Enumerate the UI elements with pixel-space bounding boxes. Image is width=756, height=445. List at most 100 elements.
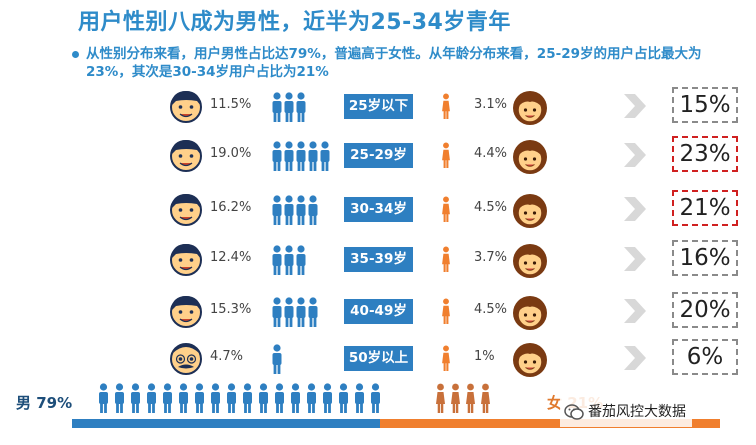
female-face-icon bbox=[511, 137, 549, 175]
page-title: 用户性别八成为男性，近半为25-34岁青年 bbox=[78, 10, 511, 35]
age-label: 25-29岁 bbox=[344, 143, 413, 168]
male-person-icon bbox=[284, 245, 294, 275]
male-person-icon bbox=[272, 245, 282, 275]
male-person-icon bbox=[323, 383, 332, 413]
female-person-icon bbox=[442, 246, 450, 272]
male-face-icon bbox=[168, 137, 204, 173]
female-percent: 4.5% bbox=[474, 200, 508, 215]
male-person-icon bbox=[355, 383, 364, 413]
female-person-icon bbox=[451, 383, 460, 413]
female-person-icon bbox=[441, 298, 453, 328]
male-person-icon bbox=[259, 383, 268, 413]
female-face-icon bbox=[511, 340, 549, 378]
male-person-icon bbox=[272, 92, 282, 122]
age-label: 35-39岁 bbox=[344, 247, 413, 272]
male-share-bar bbox=[72, 419, 380, 428]
female-percent: 3.1% bbox=[474, 97, 508, 112]
description: 从性别分布来看，用户男性占比达79%，普遍高于女性。从年龄分布来看，25-29岁… bbox=[72, 45, 726, 81]
male-percent: 19.0% bbox=[210, 146, 252, 161]
male-icon-group bbox=[272, 141, 332, 171]
male-person-icon bbox=[284, 92, 294, 122]
male-person-icon bbox=[179, 383, 188, 413]
male-icon-group bbox=[272, 92, 308, 122]
male-person-icon bbox=[308, 195, 318, 225]
female-share-bar bbox=[380, 419, 720, 428]
female-percent: 4.4% bbox=[474, 146, 508, 161]
watermark-text: 番茄风控大数据 bbox=[588, 404, 686, 420]
age-row: 19.0% 25-29岁 4.4% 23% bbox=[0, 133, 756, 177]
male-icon-group bbox=[272, 195, 320, 225]
chevron-right-icon bbox=[622, 245, 648, 277]
male-face-icon bbox=[168, 241, 204, 277]
male-person-icon bbox=[284, 195, 294, 225]
female-person-icon bbox=[442, 196, 450, 222]
male-person-icon bbox=[308, 297, 318, 327]
chevron-right-icon bbox=[622, 297, 648, 329]
female-face-icon bbox=[511, 293, 549, 331]
male-person-icon bbox=[284, 141, 294, 171]
chevron-right-icon bbox=[622, 195, 648, 227]
female-person-icon bbox=[441, 93, 453, 123]
chevron-right-icon bbox=[622, 92, 648, 124]
male-person-icon bbox=[115, 383, 124, 413]
female-person-icon bbox=[441, 345, 453, 375]
female-person-icon bbox=[441, 246, 453, 276]
male-person-icon bbox=[308, 141, 318, 171]
watermark: 番茄风控大数据 bbox=[560, 397, 692, 427]
age-row: 15.3% 40-49岁 4.5% 20% bbox=[0, 289, 756, 333]
male-person-icon bbox=[211, 383, 220, 413]
male-person-icon bbox=[291, 383, 300, 413]
age-label: 40-49岁 bbox=[344, 299, 413, 324]
male-person-icon bbox=[296, 195, 306, 225]
male-percent: 4.7% bbox=[210, 349, 244, 364]
female-person-icon bbox=[442, 93, 450, 119]
male-total-icons bbox=[98, 383, 386, 417]
female-person-icon bbox=[481, 383, 490, 413]
male-person-icon bbox=[99, 383, 108, 413]
male-person-icon bbox=[272, 195, 282, 225]
wechat-icon bbox=[564, 404, 584, 420]
age-row: 16.2% 30-34岁 4.5% 21% bbox=[0, 187, 756, 231]
male-person-icon bbox=[275, 383, 284, 413]
total-share-box: 16% bbox=[672, 240, 738, 276]
male-percent: 11.5% bbox=[210, 97, 252, 112]
female-percent: 3.7% bbox=[474, 250, 508, 265]
female-face-icon bbox=[511, 88, 549, 126]
male-person-icon bbox=[272, 297, 282, 327]
male-person-icon bbox=[272, 344, 282, 374]
total-share-box: 23% bbox=[672, 136, 738, 172]
male-face-icon bbox=[168, 88, 204, 124]
female-person-icon bbox=[442, 298, 450, 324]
male-total-label: 男 79% bbox=[16, 394, 73, 412]
male-face-icon bbox=[168, 191, 204, 227]
male-person-icon bbox=[296, 297, 306, 327]
male-person-icon bbox=[147, 383, 156, 413]
bullet-icon bbox=[72, 51, 79, 58]
male-person-icon bbox=[131, 383, 140, 413]
age-label: 50岁以上 bbox=[344, 346, 413, 371]
total-share-box: 6% bbox=[672, 339, 738, 375]
male-person-icon bbox=[163, 383, 172, 413]
male-person-icon bbox=[284, 297, 294, 327]
male-percent: 16.2% bbox=[210, 200, 252, 215]
age-label: 30-34岁 bbox=[344, 197, 413, 222]
male-person-icon bbox=[296, 245, 306, 275]
chevron-right-icon bbox=[622, 141, 648, 173]
total-share-box: 20% bbox=[672, 292, 738, 328]
age-row: 4.7% 50岁以上 1% 6% bbox=[0, 336, 756, 380]
male-person-icon bbox=[339, 383, 348, 413]
male-person-icon bbox=[243, 383, 252, 413]
chevron-right-icon bbox=[622, 344, 648, 376]
female-person-icon bbox=[436, 383, 445, 413]
female-person-icon bbox=[442, 142, 450, 168]
male-person-icon bbox=[296, 141, 306, 171]
age-label: 25岁以下 bbox=[344, 94, 413, 119]
male-icon-group bbox=[272, 245, 308, 275]
male-person-icon bbox=[296, 92, 306, 122]
male-person-icon bbox=[195, 383, 204, 413]
total-share-box: 15% bbox=[672, 87, 738, 123]
male-percent: 12.4% bbox=[210, 250, 252, 265]
age-row: 12.4% 35-39岁 3.7% 16% bbox=[0, 237, 756, 281]
male-face-icon bbox=[168, 340, 204, 376]
male-person-icon bbox=[307, 383, 316, 413]
